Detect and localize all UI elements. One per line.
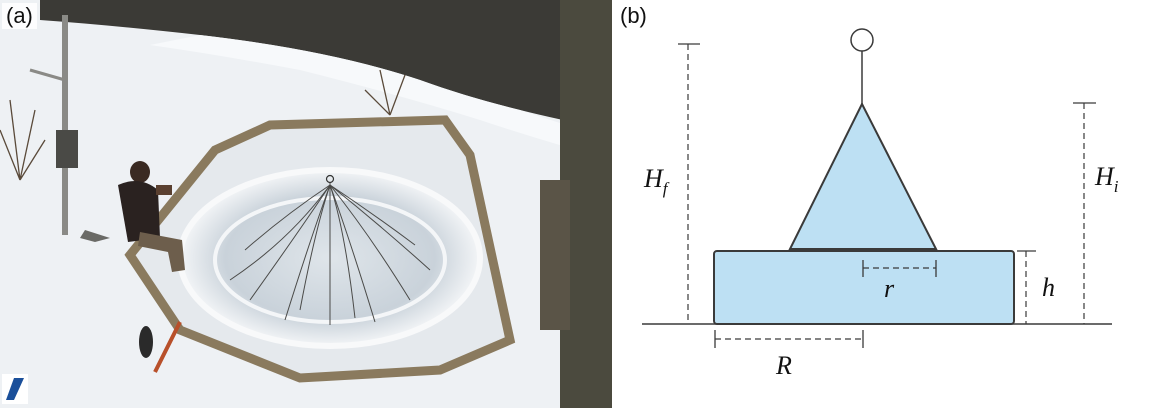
- ice-stupa-schematic: Hf Hi h r R: [642, 28, 1119, 380]
- h-dimension: [1017, 250, 1036, 324]
- person: [118, 161, 185, 272]
- wire-frame: [229, 182, 431, 325]
- R-label: R: [775, 351, 792, 380]
- Hi-dimension: [1073, 102, 1096, 324]
- r-label: r: [884, 274, 895, 303]
- fountain-ball: [850, 28, 874, 52]
- diagram-panel: (b) Hf Hi h: [612, 0, 1158, 408]
- Hf-label: Hf: [643, 164, 670, 198]
- h-label: h: [1042, 273, 1055, 302]
- panel-label-a: (a): [2, 3, 37, 29]
- R-dimension: [714, 330, 864, 348]
- weather-pole: [29, 15, 110, 242]
- r-dimension: [862, 260, 937, 277]
- photo-panel: (a): [0, 0, 612, 408]
- snow-scene-photo: [0, 0, 612, 408]
- shrubs: [0, 69, 406, 181]
- snow-bank: [150, 35, 612, 160]
- stream: [40, 0, 612, 130]
- Hi-label: Hi: [1094, 162, 1119, 196]
- cone: [788, 101, 938, 250]
- cylinder-base: [713, 250, 1015, 325]
- panel-label-b: (b): [620, 3, 647, 28]
- Hf-dimension: [678, 43, 700, 324]
